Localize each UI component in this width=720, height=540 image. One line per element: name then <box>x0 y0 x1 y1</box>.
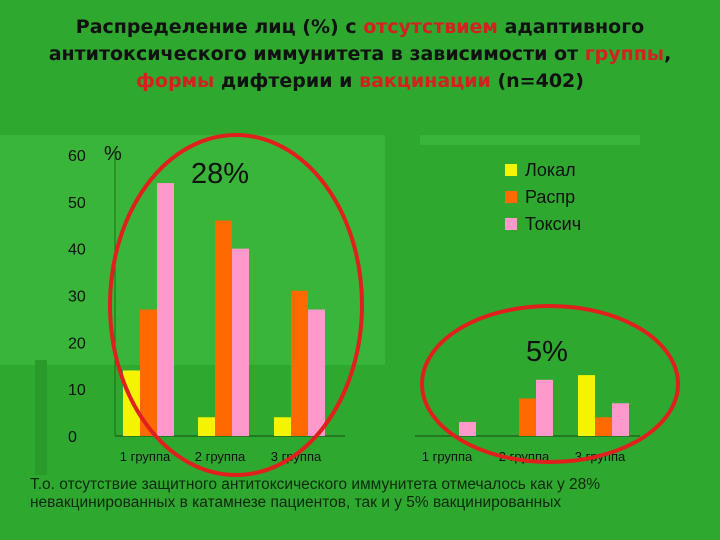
x-tick-label: 2 группа <box>195 449 246 464</box>
title-part: Распределение лиц (%) с <box>75 16 364 38</box>
light-panel-right <box>420 135 640 145</box>
bar-Токсич <box>308 309 325 436</box>
legend-label: Распр <box>525 187 575 207</box>
x-tick-label: 1 группа <box>120 449 171 464</box>
legend-label: Локал <box>525 160 576 180</box>
annotation-5: 5% <box>526 336 568 368</box>
y-tick-label: 30 <box>68 289 86 306</box>
y-tick-label: 0 <box>68 429 77 446</box>
legend-swatch <box>505 164 517 176</box>
y-tick-label: 20 <box>68 335 86 352</box>
x-tick-label: 1 группа <box>422 449 473 464</box>
title-part: дифтерии и <box>214 70 360 92</box>
bar-Токсич <box>157 183 174 436</box>
title-highlight: отсутствием <box>363 16 498 38</box>
chart-title: Распределение лиц (%) с отсутствием адап… <box>40 14 680 95</box>
annotation-28: 28% <box>191 158 249 190</box>
title-highlight: вакцинации <box>359 70 491 92</box>
bar-Распр <box>595 417 612 436</box>
bar-Токсич <box>459 421 476 436</box>
title-part: адаптивного антитоксического иммунитета … <box>48 16 645 65</box>
highlight-ellipse-right <box>420 304 680 464</box>
bar-Токсич <box>536 379 553 436</box>
y-tick-label: 10 <box>68 382 86 399</box>
bar-Распр <box>140 309 157 436</box>
bar-Локал <box>198 417 215 436</box>
y-tick-label: 60 <box>68 148 86 165</box>
y-tick-label: 50 <box>68 195 86 212</box>
title-highlight: формы <box>136 70 215 92</box>
title-highlight: группы <box>584 43 665 65</box>
bar-Распр <box>291 290 308 436</box>
legend-swatch <box>505 218 517 230</box>
legend-label: Токсич <box>525 214 581 234</box>
bar-Локал <box>578 375 595 436</box>
bar-Локал <box>274 417 291 436</box>
highlight-ellipse-left <box>108 133 364 477</box>
dark-strip <box>35 360 47 475</box>
caption-text: Т.о. отсутствие защитного антитоксическо… <box>30 476 601 511</box>
y-tick-label: 40 <box>68 242 86 259</box>
title-part: , <box>664 43 672 65</box>
bar-Токсич <box>612 403 629 436</box>
title-part: (n=402) <box>490 70 584 92</box>
bar-Распр <box>519 398 536 436</box>
legend-swatch <box>505 191 517 203</box>
bar-Токсич <box>232 248 249 436</box>
bar-Распр <box>215 220 232 436</box>
y-axis-unit: % <box>104 143 122 165</box>
